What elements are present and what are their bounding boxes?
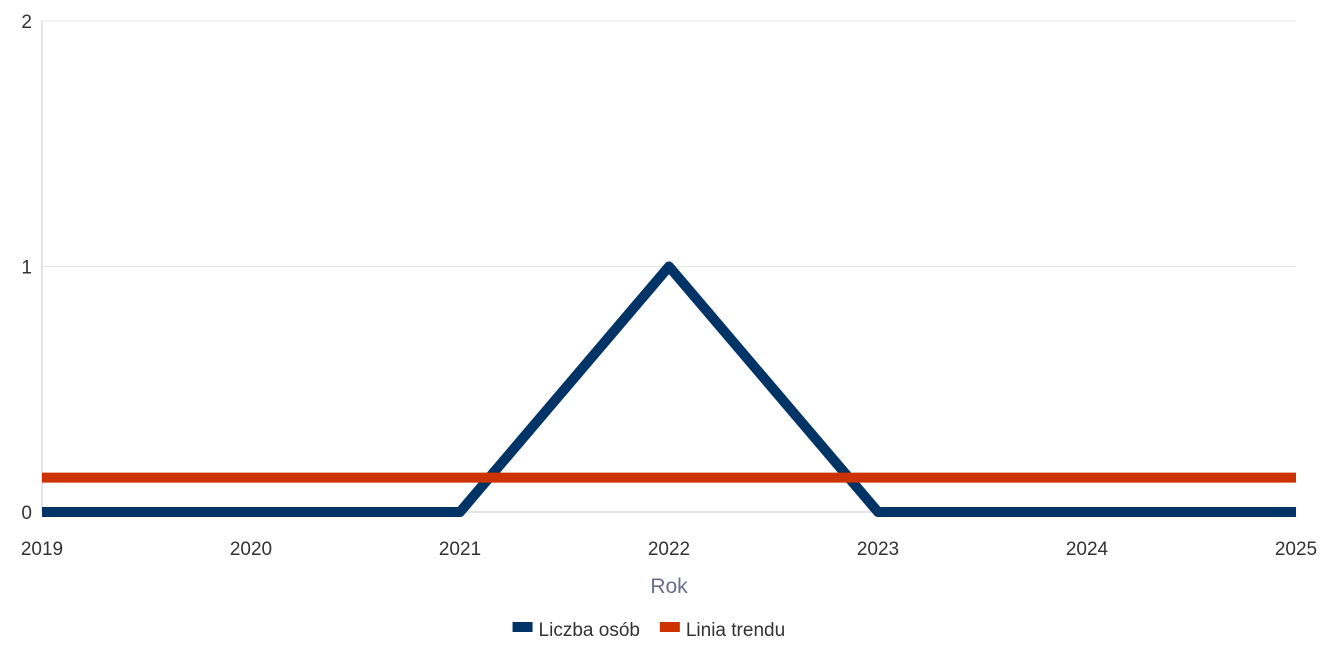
legend-swatch [659, 622, 680, 632]
legend-swatch [512, 622, 533, 632]
y-tick-label: 1 [21, 258, 32, 279]
x-tick-label: 2023 [857, 539, 899, 560]
legend-label: Liczba osób [539, 620, 640, 641]
legend-label: Linia trendu [686, 620, 785, 641]
y-tick-label: 2 [21, 12, 32, 33]
x-tick-label: 2024 [1066, 539, 1109, 560]
x-tick-label: 2019 [21, 539, 63, 560]
y-tick-label: 0 [21, 503, 32, 524]
x-tick-label: 2022 [648, 539, 690, 560]
series-line-0 [42, 261, 1296, 517]
x-tick-label: 2020 [230, 539, 272, 560]
series-lines [42, 261, 1296, 517]
x-tick-label: 2021 [439, 539, 481, 560]
y-tick-labels: 0 1 2 [21, 12, 32, 524]
legend: Liczba osób Linia trendu [512, 620, 785, 641]
x-tick-label: 2025 [1275, 539, 1317, 560]
x-tick-labels: 2019 2020 2021 2022 2023 2024 2025 [21, 539, 1317, 560]
x-axis-title: Rok [650, 575, 688, 598]
grid-lines [42, 20, 1296, 267]
